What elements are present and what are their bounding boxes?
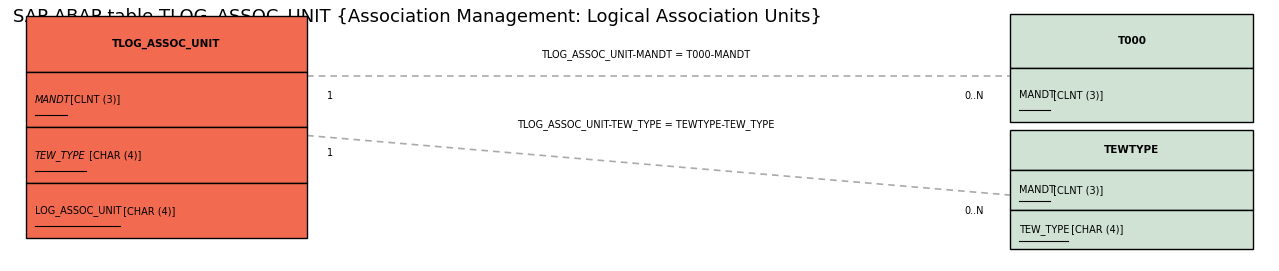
Text: 1: 1 [327, 148, 333, 158]
Text: MANDT: MANDT [1019, 185, 1055, 195]
Text: LOG_ASSOC_UNIT: LOG_ASSOC_UNIT [35, 205, 122, 216]
Text: [CLNT (3)]: [CLNT (3)] [67, 95, 120, 105]
Text: T000: T000 [1118, 36, 1146, 46]
Bar [26, 16, 307, 72]
Bar [26, 72, 307, 127]
Text: 1: 1 [327, 91, 333, 101]
Text: TEWTYPE: TEWTYPE [1104, 145, 1160, 155]
Text: TLOG_ASSOC_UNIT: TLOG_ASSOC_UNIT [113, 39, 220, 49]
Text: MANDT: MANDT [1019, 90, 1055, 100]
Bar [26, 127, 307, 183]
Bar [1010, 130, 1253, 170]
Text: [CHAR (4)]: [CHAR (4)] [120, 206, 175, 216]
Text: [CLNT (3)]: [CLNT (3)] [1050, 90, 1104, 100]
Bar [1010, 170, 1253, 209]
Text: TEW_TYPE: TEW_TYPE [1019, 224, 1069, 235]
Bar [1010, 14, 1253, 68]
Text: 0..N: 0..N [964, 207, 985, 216]
Text: TLOG_ASSOC_UNIT-TEW_TYPE = TEWTYPE-TEW_TYPE: TLOG_ASSOC_UNIT-TEW_TYPE = TEWTYPE-TEW_T… [517, 119, 775, 130]
Bar [1010, 209, 1253, 249]
Text: 0..N: 0..N [964, 91, 985, 101]
Bar [26, 183, 307, 238]
Text: SAP ABAP table TLOG_ASSOC_UNIT {Association Management: Logical Association Unit: SAP ABAP table TLOG_ASSOC_UNIT {Associat… [13, 8, 821, 26]
Text: [CHAR (4)]: [CHAR (4)] [1068, 224, 1124, 234]
Bar [1010, 68, 1253, 122]
Text: [CHAR (4)]: [CHAR (4)] [86, 150, 141, 160]
Text: TLOG_ASSOC_UNIT-MANDT = T000-MANDT: TLOG_ASSOC_UNIT-MANDT = T000-MANDT [541, 49, 751, 60]
Text: TEW_TYPE: TEW_TYPE [35, 150, 86, 161]
Text: MANDT: MANDT [35, 95, 70, 105]
Text: [CLNT (3)]: [CLNT (3)] [1050, 185, 1104, 195]
